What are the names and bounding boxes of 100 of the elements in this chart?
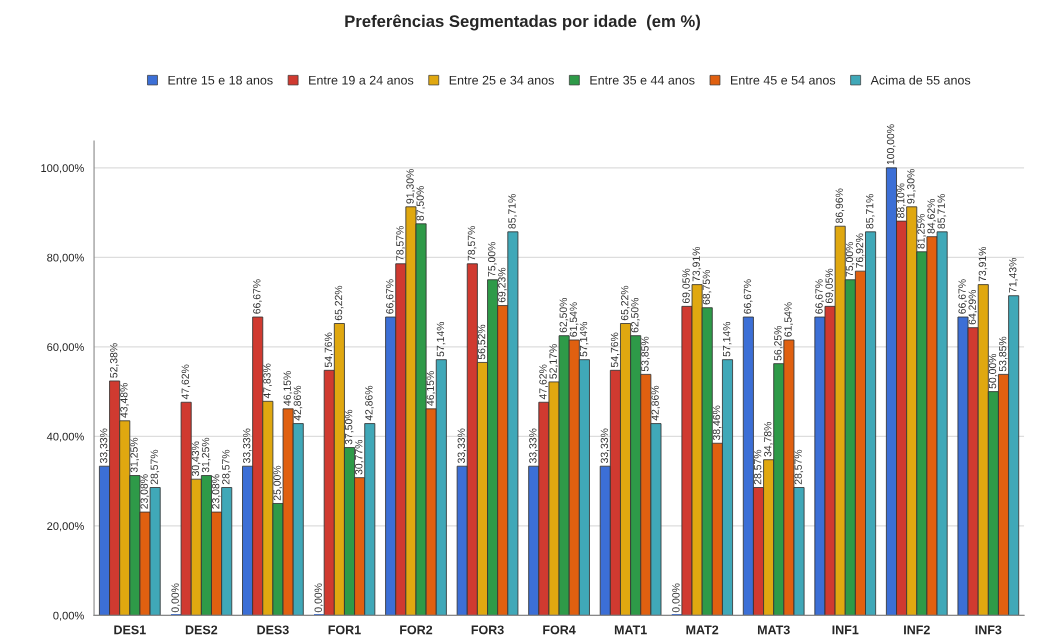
legend-label: Entre 19 a 24 anos <box>309 75 414 85</box>
x-tick-label: DES3 <box>257 625 289 635</box>
x-tick-label: DES1 <box>114 625 146 635</box>
data-label: 31,25% <box>201 437 211 473</box>
data-label: 0,00% <box>314 583 324 613</box>
data-label: 42,86% <box>365 385 374 421</box>
data-label: 91,30% <box>406 169 415 204</box>
data-label: 47,83% <box>263 363 272 399</box>
data-label: 33,33% <box>242 428 252 464</box>
data-label: 33,33% <box>529 428 538 464</box>
data-label: 54,76% <box>324 332 334 368</box>
data-label: 42,86% <box>651 385 660 421</box>
data-label: 28,57% <box>222 449 231 485</box>
data-label: 30,77% <box>355 439 364 475</box>
data-label: 85,71% <box>937 194 947 229</box>
data-label: 28,57% <box>150 449 160 485</box>
data-label: 57,14% <box>722 321 732 357</box>
data-label: 69,05% <box>825 268 835 304</box>
data-label: 87,50% <box>416 186 426 221</box>
data-label: 33,33% <box>99 428 109 464</box>
data-label: 56,25% <box>774 325 783 361</box>
x-tick-label: FOR2 <box>400 625 433 635</box>
data-label: 57,14% <box>579 321 589 357</box>
data-label: 0,00% <box>672 583 681 613</box>
data-label: 88,10% <box>897 183 906 218</box>
data-label: 62,50% <box>631 297 640 333</box>
data-label: 50,00% <box>988 353 998 389</box>
data-label: 46,15% <box>426 371 436 406</box>
data-label: 85,71% <box>866 194 875 229</box>
x-tick-label: FOR4 <box>543 625 576 635</box>
data-label: 47,62% <box>539 364 548 400</box>
legend-label: Entre 25 e 34 anos <box>449 75 554 85</box>
data-label: 91,30% <box>907 169 916 204</box>
data-label: 66,67% <box>743 279 753 314</box>
data-label: 25,00% <box>273 465 282 501</box>
data-label: 71,43% <box>1009 257 1018 293</box>
data-label: 68,75% <box>702 269 712 305</box>
data-label: 73,91% <box>692 246 702 282</box>
data-label: 81,25% <box>917 214 926 249</box>
y-tick-label: 100,00% <box>41 164 84 174</box>
x-tick-label: FOR3 <box>471 625 504 635</box>
data-label: 65,22% <box>334 285 344 321</box>
data-label: 46,15% <box>283 371 293 406</box>
chart-title: Preferências Segmentadas por idade (em %) <box>345 14 700 31</box>
x-tick-label: INF1 <box>832 625 859 635</box>
legend-label: Entre 15 e 18 anos <box>168 75 273 85</box>
data-label: 52,17% <box>549 344 559 379</box>
legend-label: Entre 45 e 54 anos <box>731 75 836 85</box>
x-tick-label: MAT3 <box>757 625 790 635</box>
data-label: 69,23% <box>498 267 507 303</box>
data-label: 53,85% <box>641 336 650 372</box>
data-label: 66,67% <box>253 279 262 314</box>
data-label: 84,62% <box>927 198 937 234</box>
data-label: 53,85% <box>998 336 1008 372</box>
data-label: 86,96% <box>835 188 845 223</box>
data-label: 28,57% <box>753 449 763 485</box>
legend-label: Entre 35 e 44 anos <box>590 75 695 85</box>
y-tick-label: 60,00% <box>47 343 84 353</box>
data-label: 64,29% <box>968 289 978 325</box>
data-label: 31,25% <box>130 437 139 473</box>
x-tick-label: DES2 <box>185 625 218 635</box>
data-label: 61,54% <box>569 302 579 337</box>
data-label: 54,76% <box>610 332 620 368</box>
data-label: 23,08% <box>211 474 221 509</box>
data-label: 47,62% <box>181 364 191 400</box>
data-label: 34,78% <box>764 421 773 457</box>
data-label: 62,50% <box>559 297 569 333</box>
data-label: 23,08% <box>140 474 150 509</box>
y-tick-label: 80,00% <box>47 253 84 263</box>
data-label: 43,48% <box>120 383 129 418</box>
x-tick-label: FOR1 <box>328 625 361 635</box>
data-label: 75,00% <box>845 242 855 277</box>
data-label: 33,33% <box>457 428 467 464</box>
data-label: 73,91% <box>978 246 988 282</box>
data-label: 56,52% <box>477 324 487 360</box>
x-tick-label: INF2 <box>904 625 930 635</box>
data-label: 85,71% <box>508 194 517 229</box>
data-label: 69,05% <box>682 268 691 304</box>
legend-label: Acima de 55 anos <box>870 75 971 85</box>
data-label: 52,38% <box>110 343 119 378</box>
data-label: 66,67% <box>386 279 395 314</box>
data-label: 100,00% <box>886 124 896 165</box>
data-label: 78,57% <box>467 226 477 261</box>
data-label: 57,14% <box>436 321 446 357</box>
y-tick-label: 40,00% <box>46 432 84 442</box>
data-label: 61,54% <box>784 302 793 337</box>
x-tick-label: MAT2 <box>686 625 719 635</box>
data-label: 28,57% <box>794 449 804 485</box>
data-label: 76,92% <box>855 233 865 268</box>
data-label: 38,46% <box>712 405 722 441</box>
y-tick-label: 0,00% <box>53 611 84 621</box>
x-tick-label: MAT1 <box>614 625 647 635</box>
data-label: 0,00% <box>171 583 181 613</box>
data-label: 75,00% <box>488 242 497 277</box>
data-label: 78,57% <box>396 226 405 261</box>
data-label: 30,43% <box>191 441 201 477</box>
data-label: 37,50% <box>344 409 354 445</box>
data-label: 42,86% <box>293 385 303 421</box>
data-label: 65,22% <box>620 285 630 321</box>
x-tick-label: INF3 <box>975 625 1002 635</box>
